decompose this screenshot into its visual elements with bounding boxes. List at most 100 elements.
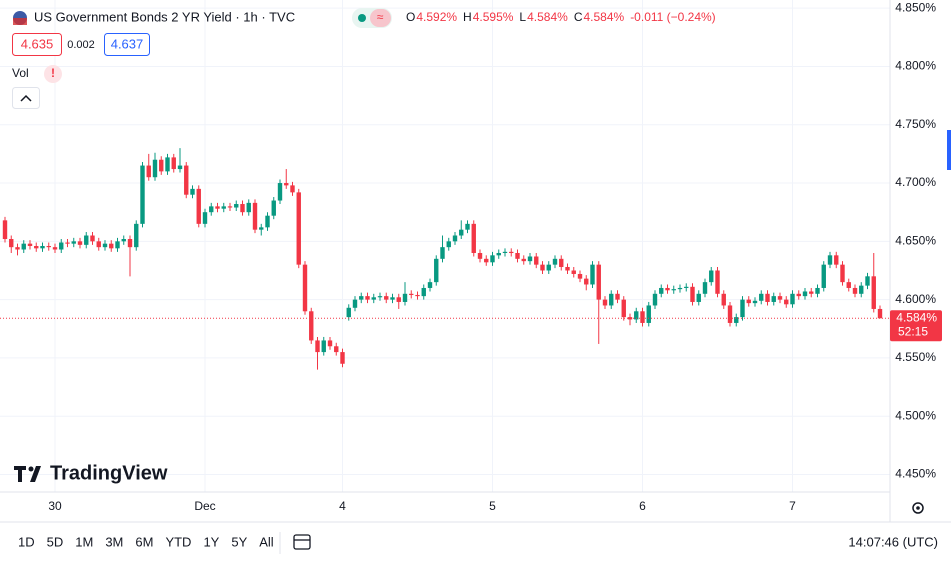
candle-body: [215, 206, 220, 209]
ohlc-value: 4.584%: [583, 10, 624, 24]
candle-body: [440, 247, 445, 259]
candle-body: [571, 270, 576, 274]
candle-body: [534, 256, 539, 265]
candle-body: [52, 247, 58, 250]
collapse-button[interactable]: [12, 87, 40, 109]
candle-body: [840, 264, 845, 283]
candle-body: [452, 235, 458, 242]
candle-body: [171, 157, 176, 170]
candle-body: [227, 206, 233, 208]
y-tick-label: 4.600%: [895, 292, 936, 306]
candle-body: [296, 192, 301, 265]
candle-body: [565, 266, 570, 271]
candle-body: [427, 282, 433, 288]
candle-body: [84, 235, 89, 245]
candle-body: [696, 293, 701, 302]
candle-body: [352, 299, 358, 308]
y-tick-label: 4.850%: [895, 0, 936, 14]
candle-body: [640, 311, 645, 323]
candle-body: [46, 246, 51, 248]
candle-body: [746, 299, 751, 304]
countdown: 52:15: [898, 324, 928, 338]
candle-body: [77, 241, 83, 245]
bid-box[interactable]: [12, 33, 62, 56]
candle-body: [777, 296, 783, 300]
ohlc-value: 4.584%: [527, 10, 568, 24]
ohlc-value: 4.595%: [473, 10, 514, 24]
candle-body: [821, 264, 826, 288]
range-button[interactable]: 1D: [18, 534, 35, 549]
x-tick-label: 7: [789, 499, 796, 513]
range-button[interactable]: 5Y: [231, 534, 247, 549]
candle-body: [134, 223, 139, 248]
candle-body: [434, 258, 439, 283]
y-tick-label: 4.550%: [895, 350, 936, 364]
bid: 4.635: [21, 36, 54, 51]
candle-body: [715, 270, 720, 294]
candle-body: [771, 296, 776, 302]
candle-body: [502, 251, 508, 253]
candle-body: [540, 264, 545, 271]
price-tag: [890, 310, 942, 342]
candle-body: [71, 241, 76, 244]
range-button[interactable]: 1M: [75, 534, 93, 549]
y-tick-label: 4.700%: [895, 175, 936, 189]
range-button[interactable]: 5D: [47, 534, 64, 549]
candle-body: [590, 264, 595, 285]
candle-body: [390, 297, 395, 300]
candle-body: [646, 305, 651, 323]
candle-body: [790, 293, 795, 305]
candle-body: [721, 293, 726, 306]
candle-body: [109, 243, 114, 249]
candle-body: [846, 282, 851, 288]
candle-body: [859, 285, 864, 294]
candle-body: [190, 188, 195, 195]
candle-body: [277, 183, 283, 201]
candle-body: [415, 294, 420, 297]
ohlc-key: C: [574, 10, 583, 24]
candle-body: [327, 340, 333, 347]
scroll-handle[interactable]: [947, 130, 951, 170]
status-dot: [358, 14, 366, 22]
candle-body: [796, 293, 801, 297]
volume-alert-icon[interactable]: [44, 65, 62, 83]
range-button[interactable]: 3M: [105, 534, 123, 549]
candle-body: [509, 251, 514, 253]
candle-body: [765, 293, 770, 302]
flag-stripes: [13, 18, 27, 25]
candle-body: [759, 293, 764, 301]
candle-body: [490, 255, 495, 263]
candle-body: [90, 235, 95, 242]
range-button[interactable]: All: [259, 534, 274, 549]
candle-body: [321, 340, 326, 353]
candle-body: [471, 223, 476, 253]
candle-body: [21, 243, 26, 250]
candle-body: [515, 252, 520, 259]
range-buttons: 1D 5D 1M 3M 6M YTD 1Y 5Y All: [18, 534, 274, 549]
candle-body: [202, 212, 208, 224]
candle-body: [309, 311, 314, 341]
candle-body: [609, 293, 614, 306]
range-button[interactable]: 6M: [135, 534, 153, 549]
candle-body: [384, 296, 389, 300]
y-tick-label: 4.500%: [895, 408, 936, 422]
candle-body: [459, 229, 464, 236]
candle-body: [621, 299, 626, 318]
ohlc-legend: O 4.592% H 4.595% L 4.584% C 4.584%: [406, 10, 625, 24]
candle-body: [677, 287, 683, 290]
settings-icon[interactable]: [912, 502, 924, 514]
candle-body: [240, 204, 245, 213]
candle-body: [465, 223, 470, 230]
caret: [20, 94, 32, 102]
symbol-title: US Government Bonds 2 YR Yield · 1h · TV…: [34, 9, 295, 24]
calendar-icon[interactable]: [293, 534, 311, 550]
candle-body: [727, 305, 733, 323]
logo-mark: [14, 466, 41, 482]
candle-body: [59, 242, 64, 250]
ask-box[interactable]: [104, 33, 150, 56]
candle-body: [496, 252, 501, 256]
range-button[interactable]: 1Y: [203, 534, 219, 549]
candle-body: [396, 297, 401, 302]
range-button[interactable]: YTD: [165, 534, 191, 549]
